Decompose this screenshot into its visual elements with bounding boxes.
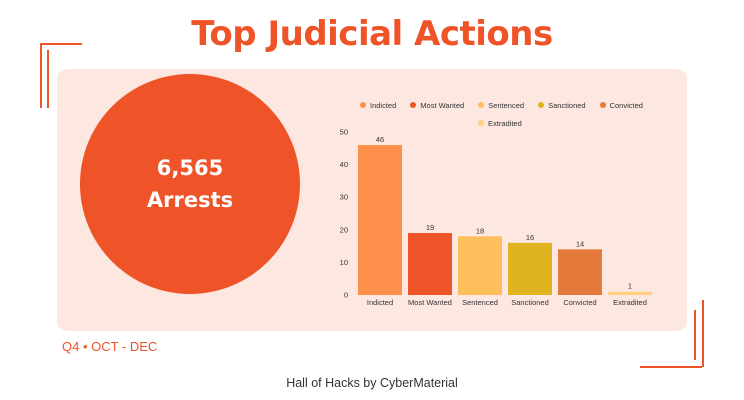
decor-line-bottom-right-v2 bbox=[694, 310, 696, 360]
legend-swatch bbox=[538, 102, 545, 108]
decor-line-top-left-v bbox=[40, 43, 42, 108]
legend-label: Sanctioned bbox=[548, 100, 586, 110]
legend-item: Most Wanted bbox=[410, 101, 464, 110]
data-label: 14 bbox=[576, 239, 584, 248]
legend-swatch bbox=[478, 102, 485, 108]
x-tick-label: Convicted bbox=[563, 298, 596, 307]
y-tick-label: 10 bbox=[340, 258, 348, 267]
data-label: 1 bbox=[628, 282, 632, 291]
legend-item: Convicted bbox=[599, 100, 643, 110]
y-tick-label: 20 bbox=[340, 225, 348, 234]
x-tick-label: Sentenced bbox=[462, 298, 498, 307]
decor-line-top-left-v2 bbox=[47, 50, 49, 108]
decor-line-bottom-right-v bbox=[702, 300, 704, 367]
legend-label: Indicted bbox=[370, 100, 397, 110]
legend-item: Extradited bbox=[478, 119, 522, 128]
legend-label: Extradited bbox=[488, 118, 522, 128]
footer-credit: Hall of Hacks by CyberMaterial bbox=[286, 376, 458, 390]
x-tick-label: Extradited bbox=[613, 298, 647, 307]
bar bbox=[608, 291, 652, 295]
bar bbox=[408, 233, 452, 295]
y-tick-label: 40 bbox=[340, 160, 348, 169]
period-label: Q4 • OCT - DEC bbox=[62, 339, 158, 354]
legend-swatch bbox=[360, 102, 366, 108]
legend-swatch bbox=[410, 102, 417, 108]
x-tick-label: Indicted bbox=[367, 298, 393, 307]
legend-swatch bbox=[599, 102, 606, 108]
bar bbox=[358, 145, 402, 295]
data-label: 19 bbox=[426, 223, 434, 232]
bar bbox=[508, 242, 552, 295]
legend-item: Sanctioned bbox=[538, 101, 586, 110]
legend-label: Convicted bbox=[609, 100, 643, 110]
data-label: 16 bbox=[526, 233, 534, 242]
chart-title: Top Judicial Actions bbox=[191, 14, 553, 54]
data-label: 18 bbox=[476, 226, 484, 235]
y-tick-label: 30 bbox=[340, 193, 348, 202]
arrests-label: Arrests bbox=[146, 188, 234, 212]
bar-chart: 0 10 20 30 40 50 46 Indicted 19 Most Wanted 18 Sent… bbox=[340, 128, 652, 307]
legend-swatch bbox=[478, 120, 484, 126]
x-tick-label: Sanctioned bbox=[511, 298, 549, 307]
decor-line-bottom-right-h bbox=[640, 366, 702, 368]
x-tick-label: Most Wanted bbox=[408, 298, 452, 307]
arrests-value: 6,565 bbox=[156, 156, 224, 180]
legend-label: Most Wanted bbox=[420, 100, 465, 110]
legend-item: Sentenced bbox=[478, 101, 524, 110]
y-tick-label: 0 bbox=[344, 291, 348, 300]
bar bbox=[458, 236, 502, 295]
bar bbox=[558, 249, 602, 295]
data-label: 46 bbox=[376, 135, 384, 144]
y-tick-label: 50 bbox=[340, 128, 348, 137]
legend-item: Indicted bbox=[360, 101, 396, 110]
decor-line-top-left-h bbox=[40, 43, 82, 45]
arrests-circle: 6,565 Arrests bbox=[80, 74, 300, 294]
chart-legend: Indicted Most Wanted Sentenced Sanctioned Co… bbox=[360, 97, 660, 131]
legend-label: Sentenced bbox=[488, 100, 525, 110]
